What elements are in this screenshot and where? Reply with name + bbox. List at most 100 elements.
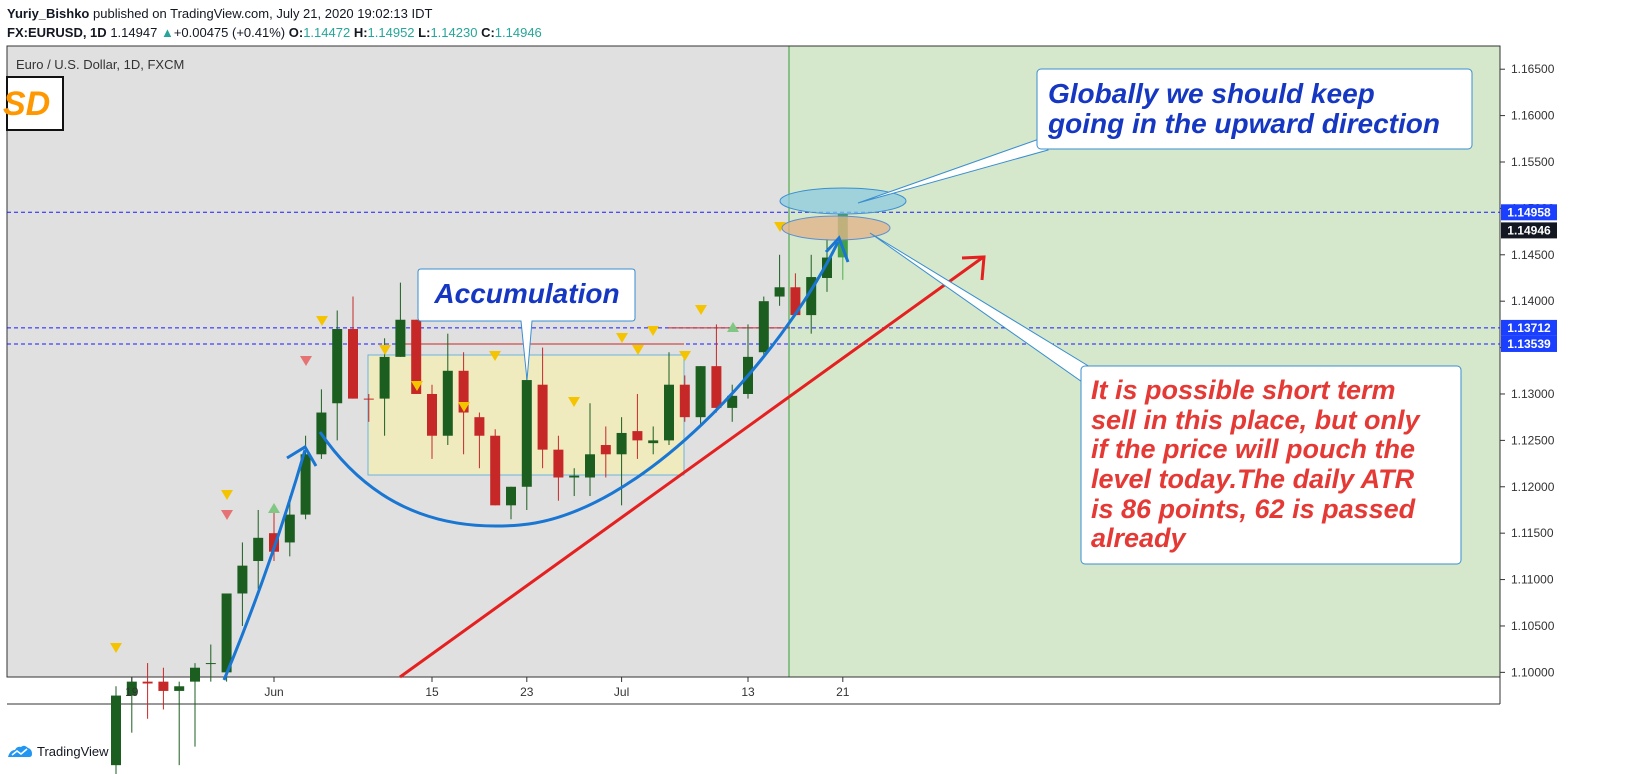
y-tick-label: 1.11000 xyxy=(1511,573,1554,587)
open-label: O: xyxy=(288,25,304,40)
y-tick-label: 1.12500 xyxy=(1511,433,1555,447)
x-tick-label: 19 xyxy=(125,685,139,699)
short-text-line6: already xyxy=(1091,523,1188,553)
short-text-line4: level today.The daily ATR xyxy=(1091,464,1415,494)
candle-body xyxy=(664,384,674,441)
candle-body xyxy=(600,445,611,455)
price-label-box xyxy=(1501,204,1557,221)
candle-body xyxy=(395,319,406,357)
low-value: 1.14230 xyxy=(430,25,478,40)
candle-body xyxy=(569,475,580,478)
arrowhead-icon xyxy=(824,235,850,263)
close-label: C: xyxy=(481,25,495,40)
candle-body xyxy=(237,565,248,594)
candle-body xyxy=(506,486,516,506)
close-value: 1.14946 xyxy=(494,25,542,40)
y-tick-label: 1.16500 xyxy=(1511,62,1555,76)
tradingview-logo-icon xyxy=(8,745,32,757)
candle-body xyxy=(269,533,279,552)
candle-body xyxy=(727,395,738,408)
accumulation-callout[interactable]: Accumulation xyxy=(417,268,636,381)
candle-body xyxy=(553,449,564,478)
accumulation-label: Accumulation xyxy=(433,278,619,309)
y-tick-label: 1.13000 xyxy=(1511,387,1555,401)
candle-body xyxy=(442,370,453,436)
arrowhead-icon xyxy=(961,255,986,281)
y-tick-label: 1.14000 xyxy=(1511,294,1555,308)
candle-body xyxy=(363,398,374,400)
candle-body xyxy=(221,593,232,673)
candle-body xyxy=(679,384,690,418)
candle-body xyxy=(616,432,627,455)
global-text-line2: going in the upward direction xyxy=(1047,108,1440,139)
price-label-text: 1.14958 xyxy=(1507,205,1551,219)
price-label-box xyxy=(1501,335,1557,352)
x-tick-label: Jul xyxy=(614,685,629,699)
x-tick-label: 13 xyxy=(741,685,755,699)
price-label-text: 1.13539 xyxy=(1507,337,1551,351)
change-arrow-icon: ▲ xyxy=(160,25,174,40)
short-text-line3: if the price will pouch the xyxy=(1091,434,1415,464)
candle-body xyxy=(158,681,169,691)
upper-target-ellipse xyxy=(779,187,907,215)
price-axis[interactable]: 1.165001.160001.155001.150001.145001.140… xyxy=(1500,62,1555,679)
sell-signal-icon xyxy=(110,643,122,653)
blue-rising-arrow-left xyxy=(222,449,307,681)
candle-body xyxy=(648,440,659,444)
y-tick-label: 1.16000 xyxy=(1511,109,1555,123)
chart-title: Euro / U.S. Dollar, 1D, FXCM xyxy=(16,57,184,72)
logo-box xyxy=(6,76,64,131)
candle-body xyxy=(774,287,785,297)
y-tick-label: 1.10000 xyxy=(1511,665,1555,679)
arrowhead-icon xyxy=(286,444,318,467)
publish-info: published on TradingView.com, July 21, 2… xyxy=(93,6,433,21)
red-trend-line xyxy=(399,256,983,679)
candle-body xyxy=(126,681,137,696)
candle-body xyxy=(521,380,532,487)
candle-body xyxy=(632,431,643,441)
candle-body xyxy=(300,454,311,515)
sell-signal-icon xyxy=(316,316,328,326)
signal-markers xyxy=(110,222,786,653)
symbol-label: FX:EURUSD, 1D xyxy=(7,25,107,40)
candle-body xyxy=(711,366,722,408)
candle-body xyxy=(284,514,295,543)
short-term-callout[interactable]: It is possible short term sell in this p… xyxy=(1080,365,1462,565)
candle-body xyxy=(695,366,706,418)
price-change: +0.00475 (+0.41%) xyxy=(173,25,286,40)
short-text-line2: sell in this place, but only xyxy=(1091,405,1422,435)
candle-body xyxy=(458,370,469,413)
sell-signal-icon xyxy=(489,351,501,361)
last-price: 1.14947 xyxy=(110,25,158,40)
candle-body xyxy=(205,663,216,665)
sell-signal-icon xyxy=(221,490,233,500)
candle-body xyxy=(474,417,485,436)
sell-signal-icon xyxy=(647,326,659,336)
candle-body xyxy=(379,356,390,399)
y-tick-label: 1.12000 xyxy=(1511,480,1555,494)
candle-body xyxy=(790,287,801,316)
buy-signal-icon xyxy=(268,503,280,513)
sell-signal-icon xyxy=(411,381,423,391)
blue-cup-curve xyxy=(318,241,840,528)
current-level-ellipse xyxy=(781,215,891,241)
ohlc-header: FX:EURUSD, 1D 1.14947 ▲+0.00475 (+0.41%)… xyxy=(7,25,542,40)
candle-body xyxy=(822,257,832,278)
y-tick-label: 1.10500 xyxy=(1511,619,1555,633)
price-label-text: 1.14946 xyxy=(1507,223,1551,237)
candle-body xyxy=(253,537,264,562)
sell-signal-icon xyxy=(568,397,580,407)
sell-signal-icon xyxy=(300,356,312,366)
buy-signal-icon xyxy=(727,322,739,332)
open-value: 1.14472 xyxy=(303,25,351,40)
candle-body xyxy=(427,393,437,436)
global-text-line1: Globally we should keep xyxy=(1048,78,1375,109)
global-direction-callout[interactable]: Globally we should keep going in the upw… xyxy=(1036,68,1473,150)
footer-brand[interactable]: TradingView xyxy=(37,743,109,759)
author-name[interactable]: Yuriy_Bishko xyxy=(7,6,90,21)
candle-body xyxy=(348,329,358,399)
candle-body xyxy=(111,695,121,766)
time-axis[interactable]: 19 Jun 15 23 Jul 13 21 xyxy=(125,677,850,699)
x-tick-label: 21 xyxy=(836,685,850,699)
